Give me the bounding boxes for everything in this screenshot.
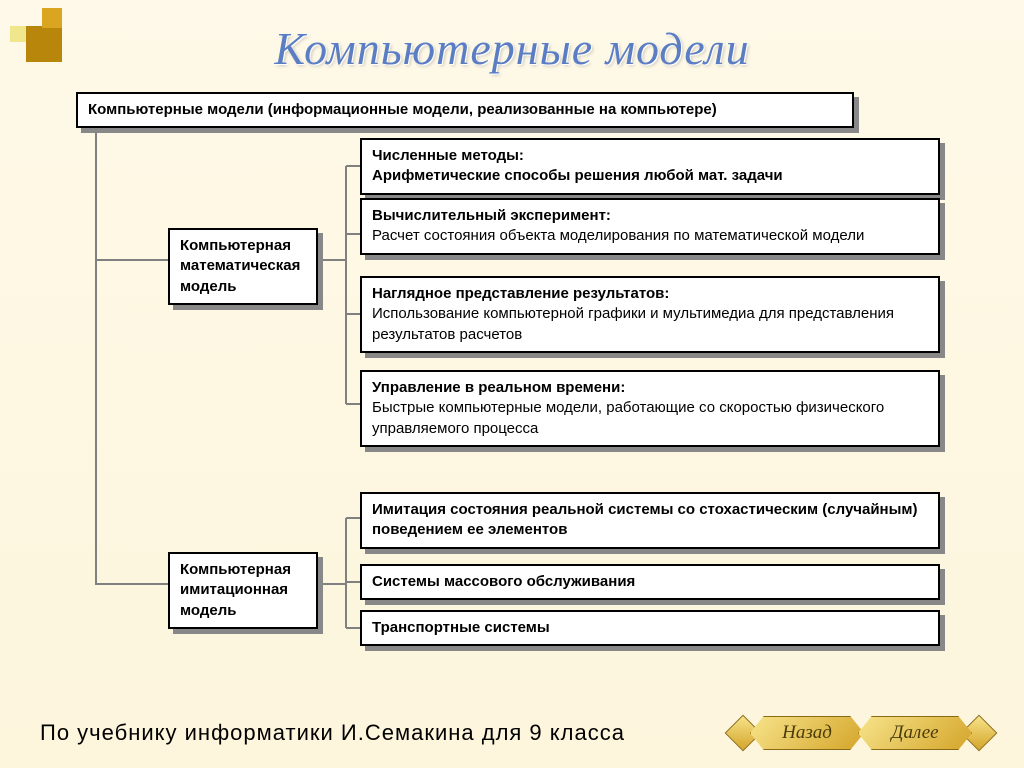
footer-credit: По учебнику информатики И.Семакина для 9…: [40, 720, 625, 746]
next-label: Далее: [891, 722, 938, 744]
root-label: Компьютерные модели (информационные моде…: [88, 101, 717, 118]
nav-back[interactable]: Назад: [736, 716, 864, 750]
leaf-text: Транспортные системы: [372, 619, 550, 636]
leaf-text: Расчет состояния объекта моделирования п…: [372, 227, 864, 244]
leaf-sim-1: Системы массового обслуживания: [360, 564, 940, 600]
leaf-math-0: Численные методы: Арифметические способы…: [360, 138, 940, 195]
nav-next[interactable]: Далее: [858, 716, 986, 750]
leaf-text: Использование компьютерной графики и мул…: [372, 305, 894, 342]
leaf-title: Численные методы:: [372, 147, 524, 164]
leaf-text: Быстрые компьютерные модели, работающие …: [372, 399, 884, 436]
back-label: Назад: [782, 722, 832, 744]
leaf-title: Наглядное представление результатов:: [372, 285, 669, 302]
back-button[interactable]: Назад: [750, 716, 864, 750]
root-node: Компьютерные модели (информационные моде…: [76, 92, 854, 128]
branch-math: Компьютерная математическая модель: [168, 228, 318, 305]
branch-sim: Компьютерная имитационная модель: [168, 552, 318, 629]
leaf-title: Управление в реальном времени:: [372, 379, 625, 396]
leaf-sim-2: Транспортные системы: [360, 610, 940, 646]
leaf-math-2: Наглядное представление результатов: Исп…: [360, 276, 940, 353]
next-button[interactable]: Далее: [858, 716, 972, 750]
branch-math-label: Компьютерная математическая модель: [180, 237, 300, 295]
leaf-text: Арифметические способы решения любой мат…: [372, 167, 783, 184]
leaf-title: Вычислительный эксперимент:: [372, 207, 611, 224]
branch-sim-label: Компьютерная имитационная модель: [180, 561, 291, 619]
leaf-math-3: Управление в реальном времени: Быстрые к…: [360, 370, 940, 447]
page-title: Компьютерные модели: [0, 22, 1024, 75]
leaf-text: Системы массового обслуживания: [372, 573, 635, 590]
leaf-text: Имитация состояния реальной системы со с…: [372, 501, 918, 538]
leaf-math-1: Вычислительный эксперимент: Расчет состо…: [360, 198, 940, 255]
leaf-sim-0: Имитация состояния реальной системы со с…: [360, 492, 940, 549]
